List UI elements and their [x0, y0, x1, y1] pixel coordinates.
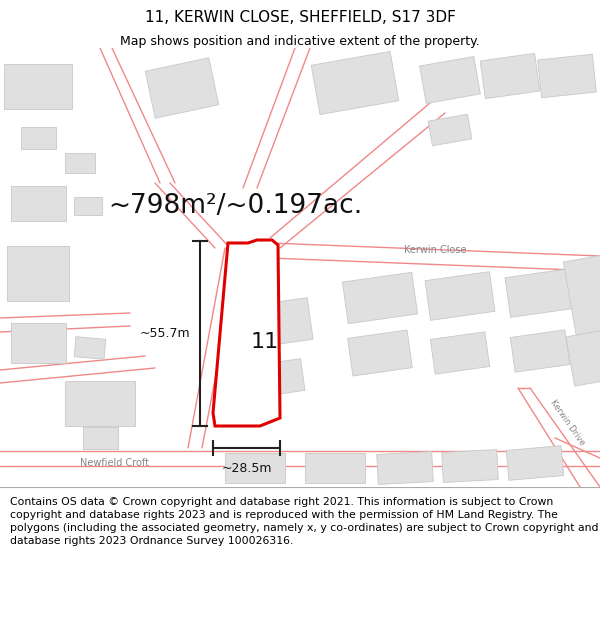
Polygon shape — [506, 446, 564, 481]
Polygon shape — [4, 64, 72, 109]
Text: 11, KERWIN CLOSE, SHEFFIELD, S17 3DF: 11, KERWIN CLOSE, SHEFFIELD, S17 3DF — [145, 9, 455, 24]
Text: Contains OS data © Crown copyright and database right 2021. This information is : Contains OS data © Crown copyright and d… — [10, 497, 599, 546]
Polygon shape — [442, 449, 498, 482]
Text: Kerwin Drive: Kerwin Drive — [548, 398, 586, 448]
Polygon shape — [566, 330, 600, 386]
Polygon shape — [505, 269, 575, 318]
Polygon shape — [74, 197, 102, 215]
Polygon shape — [243, 298, 313, 348]
Polygon shape — [419, 56, 481, 104]
Text: 11: 11 — [251, 331, 279, 351]
Polygon shape — [428, 114, 472, 146]
Polygon shape — [225, 453, 285, 483]
Polygon shape — [83, 427, 118, 449]
Polygon shape — [538, 54, 596, 98]
Polygon shape — [7, 246, 69, 301]
Polygon shape — [311, 51, 399, 114]
Polygon shape — [251, 359, 305, 398]
Polygon shape — [347, 330, 412, 376]
Text: ~798m²/~0.197ac.: ~798m²/~0.197ac. — [108, 193, 362, 219]
Text: Kerwin Close: Kerwin Close — [404, 245, 466, 255]
Text: ~28.5m: ~28.5m — [221, 462, 272, 475]
Text: Map shows position and indicative extent of the property.: Map shows position and indicative extent… — [120, 34, 480, 48]
Polygon shape — [11, 323, 65, 363]
Polygon shape — [145, 58, 219, 118]
Polygon shape — [11, 186, 65, 221]
Polygon shape — [511, 330, 569, 372]
Polygon shape — [213, 240, 280, 426]
Polygon shape — [65, 153, 95, 173]
Polygon shape — [65, 381, 135, 426]
Polygon shape — [425, 272, 495, 321]
Polygon shape — [343, 272, 418, 324]
Text: ~55.7m: ~55.7m — [139, 327, 190, 340]
Polygon shape — [74, 337, 106, 359]
Polygon shape — [20, 127, 56, 149]
Polygon shape — [377, 452, 433, 484]
Polygon shape — [563, 255, 600, 341]
Polygon shape — [305, 453, 365, 483]
Text: Newfield Croft: Newfield Croft — [80, 458, 149, 468]
Polygon shape — [480, 53, 540, 99]
Polygon shape — [430, 332, 490, 374]
